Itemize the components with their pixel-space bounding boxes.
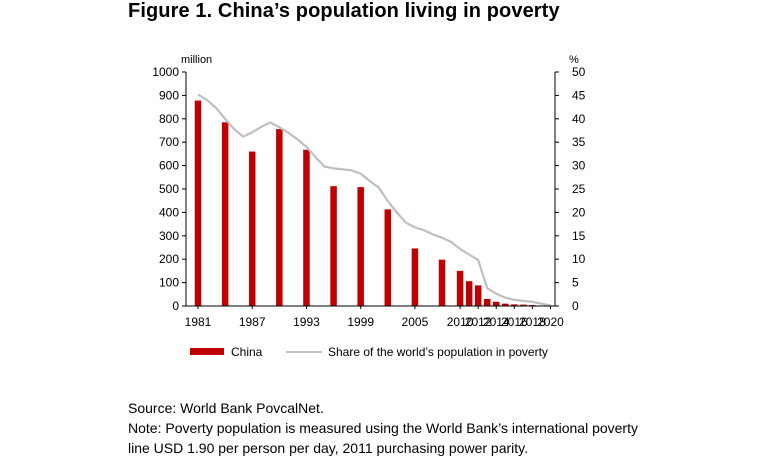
right-tick-label: 0 bbox=[572, 299, 579, 313]
left-tick-label: 700 bbox=[159, 135, 179, 149]
right-tick-label: 10 bbox=[572, 252, 586, 266]
bar-china bbox=[330, 186, 337, 306]
bar-china bbox=[385, 209, 392, 306]
bar-china bbox=[457, 271, 464, 306]
right-tick-label: 25 bbox=[572, 182, 586, 196]
right-tick-label: 5 bbox=[572, 276, 579, 290]
bar-china bbox=[276, 129, 283, 306]
note-line-1: Note: Poverty population is measured usi… bbox=[128, 418, 748, 438]
x-tick-label: 1993 bbox=[293, 315, 320, 329]
bar-china bbox=[475, 285, 482, 306]
right-tick-label: 30 bbox=[572, 159, 586, 173]
x-tick-label: 1987 bbox=[239, 315, 266, 329]
x-tick-label: 2020 bbox=[537, 315, 564, 329]
right-axis-label: % bbox=[569, 54, 579, 66]
legend: China Share of the world’s population in… bbox=[190, 345, 548, 359]
x-tick-label: 1999 bbox=[347, 315, 374, 329]
legend-label-china: China bbox=[231, 345, 263, 359]
left-tick-label: 400 bbox=[159, 205, 179, 219]
bar-china bbox=[222, 122, 229, 306]
bar-china bbox=[439, 260, 446, 306]
note-line-2: line USD 1.90 per person per day, 2011 p… bbox=[128, 438, 748, 458]
left-tick-label: 100 bbox=[159, 276, 179, 290]
bar-china bbox=[357, 187, 364, 306]
left-tick-label: 800 bbox=[159, 112, 179, 126]
bar-china bbox=[412, 248, 419, 306]
right-tick-label: 20 bbox=[572, 205, 586, 219]
right-tick-label: 35 bbox=[572, 135, 586, 149]
left-axis-label: million bbox=[181, 54, 212, 66]
bar-china bbox=[493, 302, 500, 306]
left-tick-label: 1000 bbox=[152, 65, 179, 79]
right-tick-label: 50 bbox=[572, 65, 586, 79]
bar-china bbox=[466, 281, 473, 306]
bar-china bbox=[249, 152, 256, 306]
legend-swatch-china bbox=[190, 348, 224, 355]
left-tick-label: 900 bbox=[159, 88, 179, 102]
right-tick-label: 15 bbox=[572, 229, 586, 243]
left-tick-label: 300 bbox=[159, 229, 179, 243]
figure-notes: Source: World Bank PovcalNet. Note: Pove… bbox=[128, 398, 748, 458]
right-tick-label: 45 bbox=[572, 88, 586, 102]
left-axis-ticks: 0 100 200 300 400 500 600 700 800 900 1000 bbox=[152, 65, 186, 313]
x-tick-label: 2005 bbox=[402, 315, 429, 329]
legend-label-share: Share of the world’s population in pover… bbox=[328, 345, 548, 359]
right-tick-label: 40 bbox=[572, 112, 586, 126]
left-tick-label: 0 bbox=[172, 299, 179, 313]
source-note: Source: World Bank PovcalNet. bbox=[128, 398, 748, 418]
right-axis-ticks: 0 5 10 15 20 25 30 35 40 45 50 bbox=[555, 65, 586, 313]
bar-china bbox=[484, 299, 491, 306]
bar-china bbox=[303, 150, 310, 306]
left-tick-label: 200 bbox=[159, 252, 179, 266]
left-tick-label: 500 bbox=[159, 182, 179, 196]
bar-china bbox=[195, 101, 202, 306]
left-tick-label: 600 bbox=[159, 159, 179, 173]
x-tick-label: 1981 bbox=[185, 315, 212, 329]
bar-series-china bbox=[195, 101, 554, 306]
